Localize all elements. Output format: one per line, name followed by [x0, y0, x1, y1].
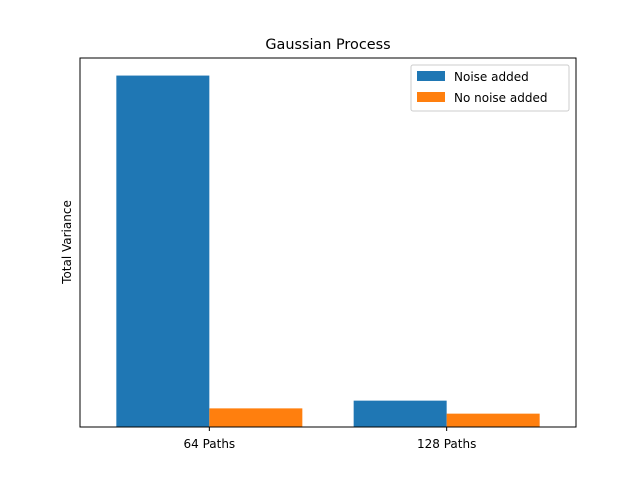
y-axis-label: Total Variance	[60, 200, 74, 285]
bar-noise-added-0	[116, 75, 210, 428]
x-tick-label-0: 64 Paths	[183, 437, 235, 451]
legend-label-1: No noise added	[454, 91, 547, 105]
bar-noise-added-1	[353, 400, 447, 427]
legend-frame	[410, 64, 570, 112]
x-ticks: 64 Paths 128 Paths	[183, 427, 476, 451]
legend: Noise added No noise added	[410, 64, 570, 112]
legend-swatch-0	[417, 71, 445, 81]
legend-swatch-1	[417, 92, 445, 102]
chart-title: Gaussian Process	[265, 37, 390, 53]
bars-layer	[116, 75, 540, 428]
x-tick-label-1: 128 Paths	[417, 437, 476, 451]
legend-label-0: Noise added	[454, 70, 529, 84]
bar-no-noise-added-0	[209, 408, 303, 427]
bar-no-noise-added-1	[446, 413, 540, 427]
plot-frame	[79, 57, 577, 428]
